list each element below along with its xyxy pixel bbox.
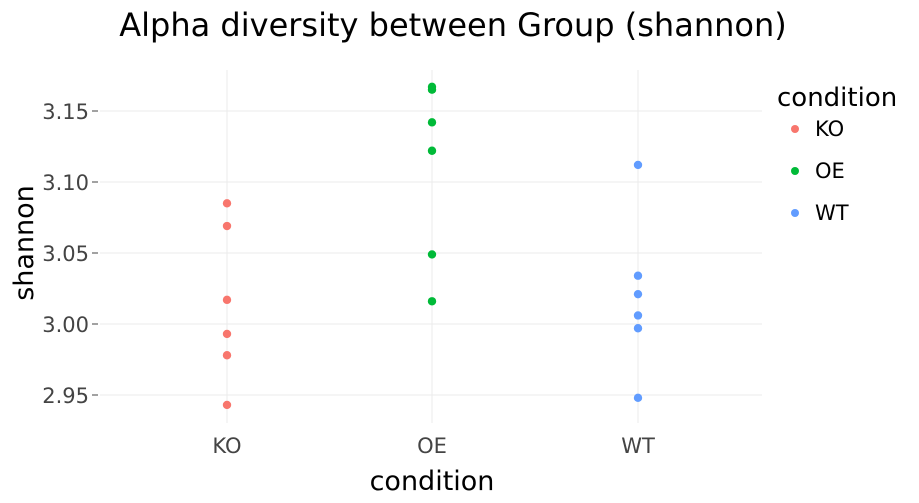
data-point-wt — [633, 160, 643, 170]
data-point-wt — [633, 271, 643, 280]
data-point-wt — [633, 289, 643, 299]
legend: condition KO OE WT — [777, 83, 897, 225]
x-axis-ticks: KO OE WT — [212, 434, 655, 458]
data-point-oe — [427, 250, 437, 259]
y-tick-label: 3.15 — [42, 100, 89, 124]
data-point-ko — [222, 351, 232, 360]
y-axis-ticks: 2.95 3.00 3.05 3.10 3.15 — [42, 100, 98, 408]
legend-label-oe: OE — [815, 159, 845, 183]
data-point-oe — [427, 146, 437, 155]
y-tick-label: 3.05 — [42, 242, 89, 266]
data-point-wt — [633, 311, 643, 320]
data-points — [222, 82, 643, 410]
data-point-ko — [222, 400, 232, 410]
x-tick-label: KO — [212, 434, 241, 458]
y-axis-label: shannon — [9, 185, 40, 301]
data-point-wt — [633, 393, 643, 403]
x-tick-label: WT — [621, 434, 655, 458]
x-axis-label: condition — [370, 466, 495, 497]
x-tick-label: OE — [417, 434, 447, 458]
data-point-ko — [222, 199, 232, 208]
y-tick-label: 3.00 — [42, 313, 89, 337]
legend-label-wt: WT — [815, 201, 849, 225]
data-point-oe — [427, 118, 437, 127]
y-tick-label: 2.95 — [42, 384, 89, 408]
y-tick-label: 3.10 — [42, 171, 89, 195]
data-point-oe — [427, 297, 437, 306]
data-point-ko — [222, 329, 232, 339]
legend-marker-wt — [791, 209, 799, 217]
chart-title: Alpha diversity between Group (shannon) — [119, 6, 786, 44]
legend-title: condition — [777, 83, 897, 113]
legend-marker-oe — [791, 167, 799, 175]
legend-label-ko: KO — [815, 117, 844, 141]
legend-marker-ko — [791, 125, 799, 133]
data-point-ko — [222, 221, 232, 231]
data-point-oe — [427, 85, 437, 94]
data-point-ko — [222, 295, 232, 305]
data-point-wt — [633, 324, 643, 333]
